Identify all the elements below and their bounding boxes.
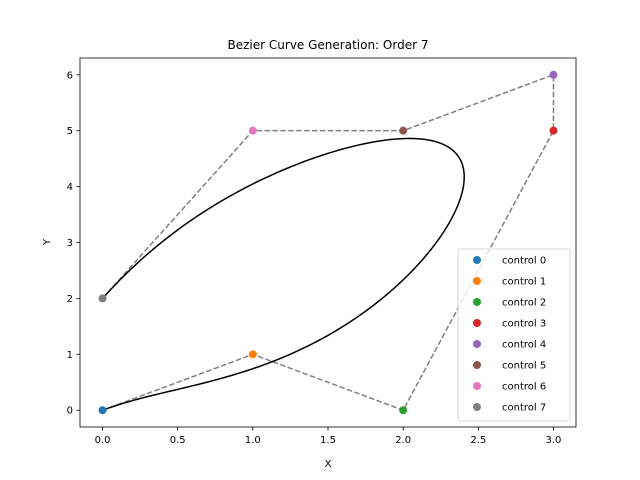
x-tick-label: 0.0 xyxy=(95,435,111,446)
y-tick-label: 0 xyxy=(67,406,73,417)
x-tick-label: 2.5 xyxy=(470,435,486,446)
y-tick-label: 6 xyxy=(67,70,73,81)
y-tick-label: 5 xyxy=(67,126,73,137)
y-axis: 0 1 2 3 4 5 6 xyxy=(67,70,80,417)
control-point-3 xyxy=(549,126,558,135)
y-tick-label: 4 xyxy=(67,182,73,193)
legend-label: control 6 xyxy=(502,382,546,393)
bezier-curve xyxy=(101,137,465,411)
x-tick-label: 1.5 xyxy=(320,435,336,446)
x-tick-label: 0.5 xyxy=(170,435,186,446)
legend-label: control 1 xyxy=(502,277,546,288)
legend-marker xyxy=(473,319,481,327)
plot-content xyxy=(98,70,558,415)
control-point-1 xyxy=(248,350,257,359)
y-tick-label: 3 xyxy=(67,238,73,249)
legend-marker xyxy=(473,277,481,285)
control-point-0 xyxy=(98,406,107,415)
y-tick-label: 1 xyxy=(67,350,73,361)
legend-marker xyxy=(473,382,481,390)
control-polygon xyxy=(101,73,555,412)
y-axis-label: Y xyxy=(42,238,53,246)
x-axis-label: X xyxy=(325,459,332,470)
chart-title: Bezier Curve Generation: Order 7 xyxy=(228,38,429,52)
legend-label: control 7 xyxy=(502,403,546,414)
legend-label: control 2 xyxy=(502,298,546,309)
legend-marker xyxy=(473,256,481,264)
legend-marker xyxy=(473,361,481,369)
legend: control 0 control 1 control 2 control 3 cont… xyxy=(457,248,571,422)
legend-marker xyxy=(473,298,481,306)
control-point-7 xyxy=(98,294,107,303)
y-tick-label: 2 xyxy=(67,294,73,305)
legend-label: control 4 xyxy=(502,340,546,351)
legend-marker xyxy=(473,403,481,411)
x-tick-label: 1.0 xyxy=(245,435,261,446)
control-point-5 xyxy=(399,126,408,135)
legend-label: control 5 xyxy=(502,361,546,372)
x-axis: 0.0 0.5 1.0 1.5 2.0 2.5 3.0 xyxy=(95,427,562,446)
legend-marker xyxy=(473,340,481,348)
legend-label: control 3 xyxy=(502,319,546,330)
legend-frame xyxy=(457,248,571,422)
control-point-4 xyxy=(549,70,558,79)
control-point-2 xyxy=(399,406,408,415)
x-tick-label: 2.0 xyxy=(395,435,411,446)
legend-label: control 0 xyxy=(502,256,546,267)
x-tick-label: 3.0 xyxy=(546,435,562,446)
control-point-6 xyxy=(248,126,257,135)
